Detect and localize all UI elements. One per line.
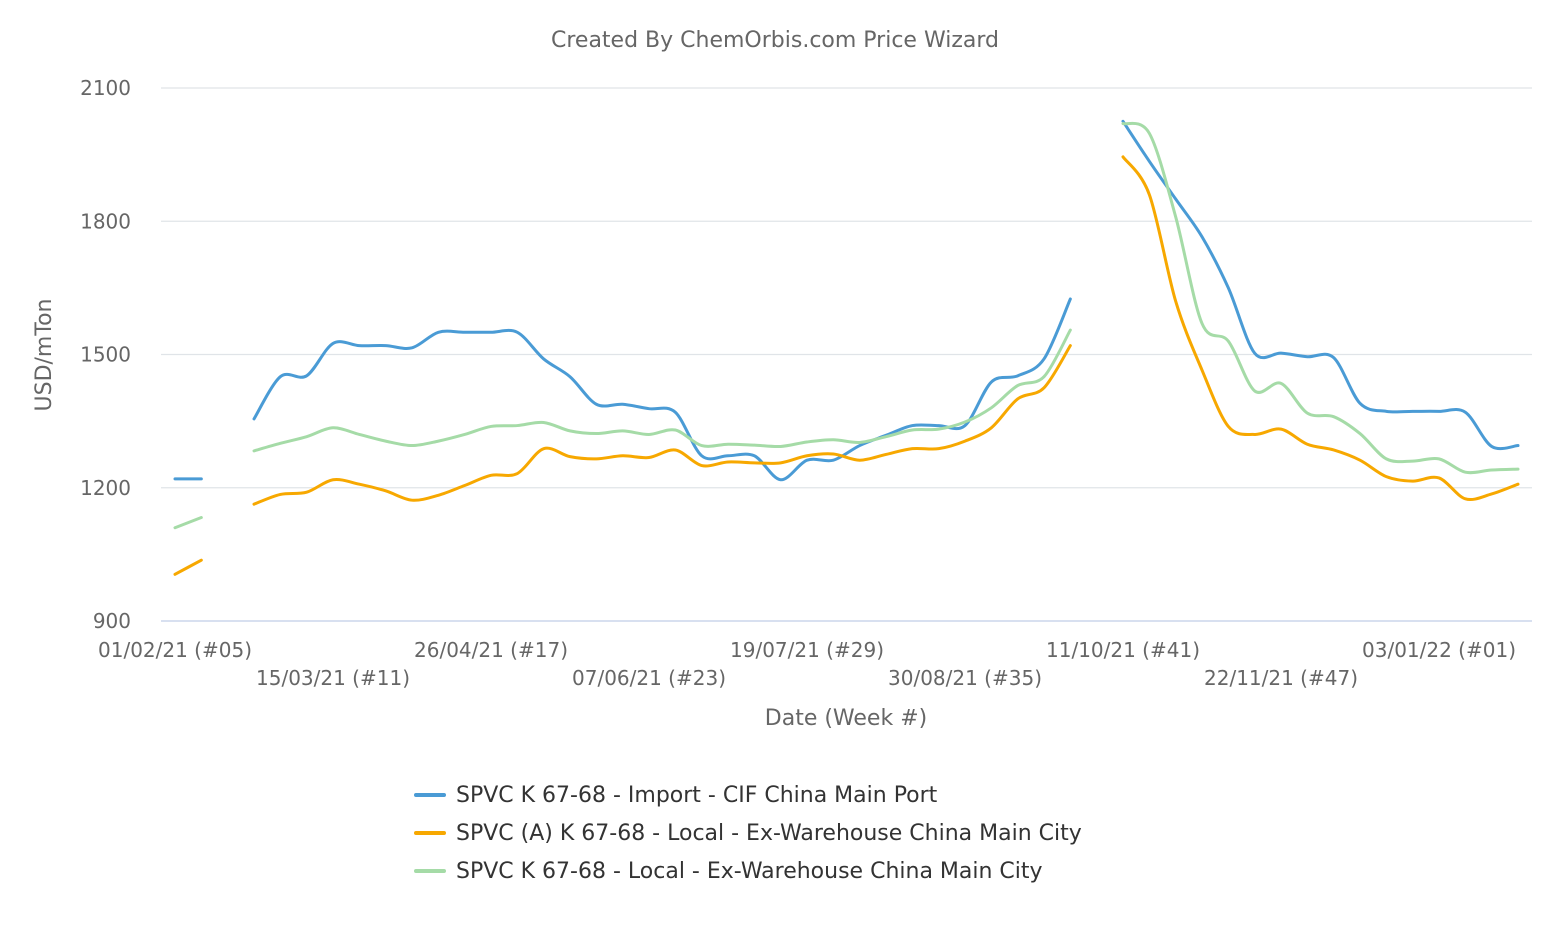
x-tick-label: 26/04/21 (#17) (414, 638, 568, 662)
x-axis-label: Date (Week #) (765, 706, 927, 731)
legend-label: SPVC K 67-68 - Import - CIF China Main P… (456, 782, 938, 808)
x-tick-label: 15/03/21 (#11) (256, 666, 410, 690)
series-line-segment (252, 328, 1072, 453)
x-tick-label: 11/10/21 (#41) (1046, 638, 1200, 662)
x-tick-label: 19/07/21 (#29) (730, 638, 884, 662)
legend-swatch (414, 869, 446, 873)
series-line-segment (1121, 155, 1520, 502)
series-line-segment (252, 297, 1072, 482)
legend-item[interactable]: SPVC K 67-68 - Local - Ex-Warehouse Chin… (414, 852, 1082, 890)
y-tick-label: 2100 (80, 76, 131, 100)
x-tick-label: 30/08/21 (#35) (888, 666, 1042, 690)
x-tick-label: 07/06/21 (#23) (572, 666, 726, 690)
legend-item[interactable]: SPVC (A) K 67-68 - Local - Ex-Warehouse … (414, 814, 1082, 852)
y-tick-label: 1500 (80, 343, 131, 367)
series-2 (173, 121, 1520, 530)
series-line-segment (252, 344, 1072, 506)
series-0 (173, 119, 1520, 482)
legend: SPVC K 67-68 - Import - CIF China Main P… (414, 776, 1082, 890)
legend-label: SPVC (A) K 67-68 - Local - Ex-Warehouse … (456, 820, 1082, 846)
series-line-segment (1121, 121, 1520, 475)
series-line-segment (173, 558, 203, 576)
series-1 (173, 155, 1520, 576)
legend-swatch (414, 831, 446, 835)
x-tick-label: 01/02/21 (#05) (98, 638, 252, 662)
series-line-segment (1121, 119, 1520, 451)
y-axis-label: USD/mTon (32, 299, 57, 412)
y-tick-label: 900 (93, 609, 131, 633)
legend-item[interactable]: SPVC K 67-68 - Import - CIF China Main P… (414, 776, 1082, 814)
x-tick-label: 03/01/22 (#01) (1362, 638, 1516, 662)
y-tick-label: 1200 (80, 476, 131, 500)
chart-title: Created By ChemOrbis.com Price Wizard (551, 28, 999, 53)
y-tick-label: 1800 (80, 209, 131, 233)
legend-label: SPVC K 67-68 - Local - Ex-Warehouse Chin… (456, 858, 1043, 884)
series-line-segment (173, 516, 203, 530)
legend-swatch (414, 793, 446, 797)
x-tick-label: 22/11/21 (#47) (1204, 666, 1358, 690)
